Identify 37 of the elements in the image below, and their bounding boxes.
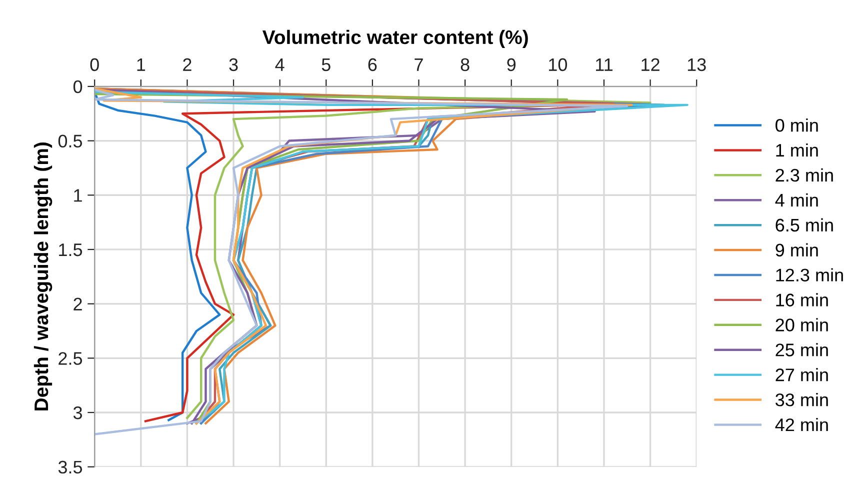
x-tick-label: 3 bbox=[229, 58, 238, 72]
legend-label: 16 min bbox=[776, 293, 828, 306]
legend-label: 0 min bbox=[776, 118, 818, 132]
legend-label: 27 min bbox=[776, 368, 828, 382]
legend-label: 4 min bbox=[775, 193, 818, 206]
x-tick-label: 5 bbox=[322, 58, 330, 72]
y-tick-label: 1.5 bbox=[59, 244, 82, 256]
y-tick-label: 2.5 bbox=[58, 352, 82, 365]
y-tick-label: 3 bbox=[73, 406, 82, 420]
x-tick-label: 10 bbox=[549, 58, 568, 72]
legend-label: 25 min bbox=[776, 343, 828, 356]
legend-label: 20 min bbox=[776, 318, 828, 332]
legend-label: 12.3 min bbox=[776, 268, 843, 282]
y-tick-label: 0.5 bbox=[58, 134, 82, 148]
legend-label: 9 min bbox=[776, 243, 818, 257]
y-tick-label: 2 bbox=[74, 298, 82, 310]
x-tick-label: 2 bbox=[183, 58, 192, 71]
legend-label: 1 min bbox=[776, 143, 818, 157]
x-axis-title: Volumetric water content (%) bbox=[262, 30, 528, 48]
y-tick-label: 0 bbox=[73, 80, 82, 94]
x-tick-label: 7 bbox=[414, 58, 423, 71]
legend-label: 42 min bbox=[775, 418, 828, 432]
y-tick-label: 3.5 bbox=[58, 460, 82, 474]
x-tick-label: 11 bbox=[596, 58, 612, 71]
y-tick-label: 1 bbox=[74, 189, 82, 202]
x-tick-label: 8 bbox=[460, 58, 470, 72]
x-tick-label: 12 bbox=[642, 58, 660, 71]
x-tick-label: 6 bbox=[368, 58, 377, 72]
x-tick-label: 4 bbox=[275, 58, 284, 71]
x-tick-label: 1 bbox=[137, 58, 146, 71]
x-tick-label: 0 bbox=[90, 58, 99, 72]
x-tick-label: 9 bbox=[507, 58, 516, 72]
legend-label: 6.5 min bbox=[776, 218, 833, 232]
legend-label: 33 min bbox=[776, 393, 828, 406]
y-axis-title: Depth / waveguide length (m) bbox=[34, 142, 52, 410]
legend-label: 2.3 min bbox=[776, 168, 833, 182]
x-tick-label: 13 bbox=[688, 58, 706, 72]
